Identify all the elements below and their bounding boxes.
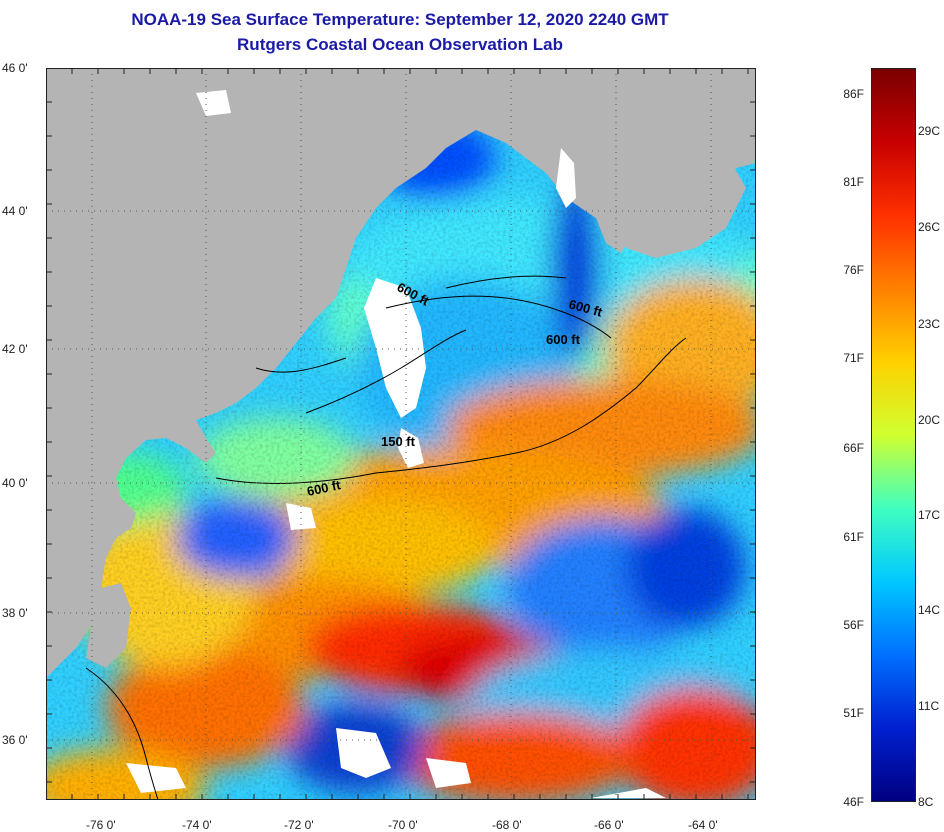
lat-label: 40 0' — [2, 476, 28, 490]
contour-label: 600 ft — [306, 477, 343, 499]
contour-label: 150 ft — [381, 434, 416, 449]
colorbar-c-label: 20C — [918, 413, 941, 427]
colorbar-c-label: 23C — [918, 317, 941, 331]
lat-label: 44 0' — [2, 204, 28, 218]
sst-map-canvas: 600 ft 600 ft 600 ft 150 ft 600 ft — [46, 68, 756, 800]
map-title: NOAA-19 Sea Surface Temperature: Septemb… — [131, 10, 669, 29]
lon-label: -72 0' — [284, 818, 314, 832]
lon-label: -76 0' — [86, 818, 116, 832]
colorbar-f-label: 51F — [843, 706, 864, 720]
cloud-mask — [126, 90, 666, 798]
land-peninsula — [566, 138, 746, 258]
lon-label: -70 0' — [388, 818, 418, 832]
land-mass — [46, 68, 756, 678]
lat-label: 36 0' — [2, 733, 28, 747]
colorbar-f-label: 81F — [843, 175, 864, 189]
lon-label: -64 0' — [688, 818, 718, 832]
map-frame — [46, 68, 756, 800]
colorbar-f-label: 61F — [843, 530, 864, 544]
colorbar-c-label: 26C — [918, 220, 941, 234]
colorbar-c-label: 8C — [918, 795, 934, 809]
colorbar-c-label: 14C — [918, 603, 941, 617]
colorbar-f-label: 86F — [843, 87, 864, 101]
colorbar-f-label: 71F — [843, 351, 864, 365]
land-delmarva — [86, 583, 131, 668]
lat-label: 46 0' — [2, 61, 28, 75]
lon-label: -68 0' — [492, 818, 522, 832]
graticule — [46, 68, 756, 800]
colorbar-f-label: 46F — [843, 795, 864, 809]
colorbar-c-label: 17C — [918, 508, 941, 522]
sst-map: 600 ft 600 ft 600 ft 150 ft 600 ft — [46, 68, 756, 800]
temperature-colorbar — [871, 68, 916, 802]
lon-label: -74 0' — [182, 818, 212, 832]
contour-label: 600 ft — [546, 332, 581, 347]
lat-label: 42 0' — [2, 342, 28, 356]
colorbar-f-label: 66F — [843, 441, 864, 455]
lat-label: 38 0' — [2, 606, 28, 620]
colorbar-f-label: 76F — [843, 263, 864, 277]
isobath-contours — [85, 275, 687, 800]
colorbar-f-label: 56F — [843, 618, 864, 632]
lon-label: -66 0' — [594, 818, 624, 832]
map-subtitle: Rutgers Coastal Ocean Observation Lab — [237, 35, 563, 54]
colorbar-c-label: 11C — [918, 699, 940, 713]
colorbar-c-label: 29C — [918, 124, 941, 138]
